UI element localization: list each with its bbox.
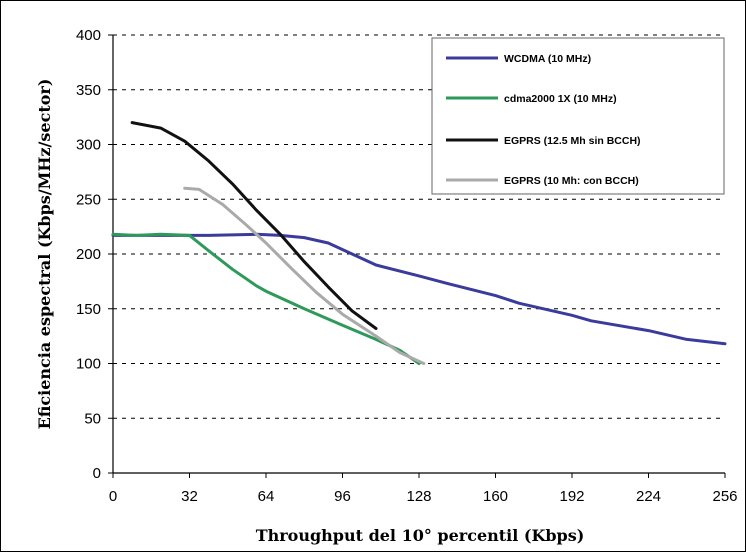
- y-tick-label: 250: [76, 191, 101, 208]
- y-tick-label: 0: [93, 465, 101, 482]
- series-lines: [111, 121, 727, 365]
- x-tick-label: 96: [334, 488, 351, 505]
- series-line-3: [183, 186, 426, 365]
- x-tick-label: 64: [258, 488, 275, 505]
- y-tick-label: 100: [76, 356, 101, 373]
- legend-label-1: cdma2000 1X (10 MHz): [504, 93, 617, 105]
- y-tick-labels: 0 50 100 150 200 250 300 350 400: [76, 27, 101, 482]
- x-tick-labels: 0 32 64 96 128 160 192 224 256: [109, 488, 738, 505]
- y-tick-label: 300: [76, 137, 101, 154]
- x-tick-label: 192: [559, 488, 584, 505]
- x-tick-label: 128: [406, 488, 431, 505]
- series-line-2: [130, 121, 378, 330]
- y-axis-label: Eficiencia espectral (Kbps/MHz/sector): [35, 79, 54, 430]
- x-tick-label: 160: [483, 488, 508, 505]
- legend-label-2: EGPRS (12.5 Mh sin BCCH): [504, 135, 641, 147]
- x-tick-label: 0: [109, 488, 117, 505]
- axes: [108, 34, 726, 478]
- y-tick-label: 350: [76, 82, 101, 99]
- x-axis-label: Throughput del 10° percentil (Kbps): [256, 526, 585, 545]
- x-tick-label: 32: [181, 488, 198, 505]
- y-tick-label: 200: [76, 246, 101, 263]
- y-tick-label: 50: [84, 410, 101, 427]
- legend-label-0: WCDMA (10 MHz): [504, 53, 591, 65]
- x-tick-label: 224: [636, 488, 661, 505]
- y-tick-label: 150: [76, 301, 101, 318]
- legend-box: [431, 37, 725, 195]
- legend: WCDMA (10 MHz) cdma2000 1X (10 MHz) EGPRS …: [431, 37, 725, 195]
- y-tick-label: 400: [76, 27, 101, 44]
- series-line-0: [111, 232, 727, 346]
- x-tick-label: 256: [712, 488, 737, 505]
- series-line-1: [111, 232, 421, 365]
- legend-label-3: EGPRS (10 Mh: con BCCH): [504, 175, 639, 187]
